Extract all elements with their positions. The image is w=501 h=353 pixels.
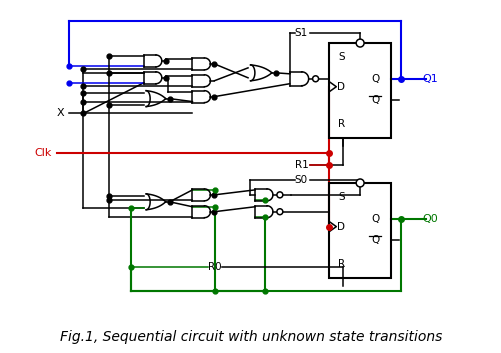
Text: Q1: Q1 <box>422 74 437 84</box>
Circle shape <box>355 179 363 187</box>
Text: R: R <box>337 119 344 130</box>
Text: Q0: Q0 <box>422 214 437 224</box>
Text: Q: Q <box>370 234 378 245</box>
Text: R: R <box>337 259 344 269</box>
Text: R1: R1 <box>294 160 308 170</box>
Text: Q: Q <box>370 95 378 104</box>
Text: S: S <box>337 52 344 62</box>
Text: Q: Q <box>370 214 378 224</box>
Text: Clk: Clk <box>34 148 52 158</box>
Bar <box>329 43 390 138</box>
Text: Fig.1, Sequential circuit with unknown state transitions: Fig.1, Sequential circuit with unknown s… <box>60 330 441 344</box>
Text: D: D <box>337 222 345 232</box>
Text: S0: S0 <box>294 175 307 185</box>
Text: D: D <box>337 82 345 92</box>
Text: X: X <box>57 108 64 119</box>
Bar <box>329 183 390 278</box>
Circle shape <box>277 192 282 198</box>
Text: S1: S1 <box>294 28 307 38</box>
Text: R0: R0 <box>208 262 221 272</box>
Circle shape <box>312 76 318 82</box>
Text: Q: Q <box>370 74 378 84</box>
Circle shape <box>355 39 363 47</box>
Circle shape <box>277 209 282 215</box>
Text: S: S <box>337 192 344 202</box>
